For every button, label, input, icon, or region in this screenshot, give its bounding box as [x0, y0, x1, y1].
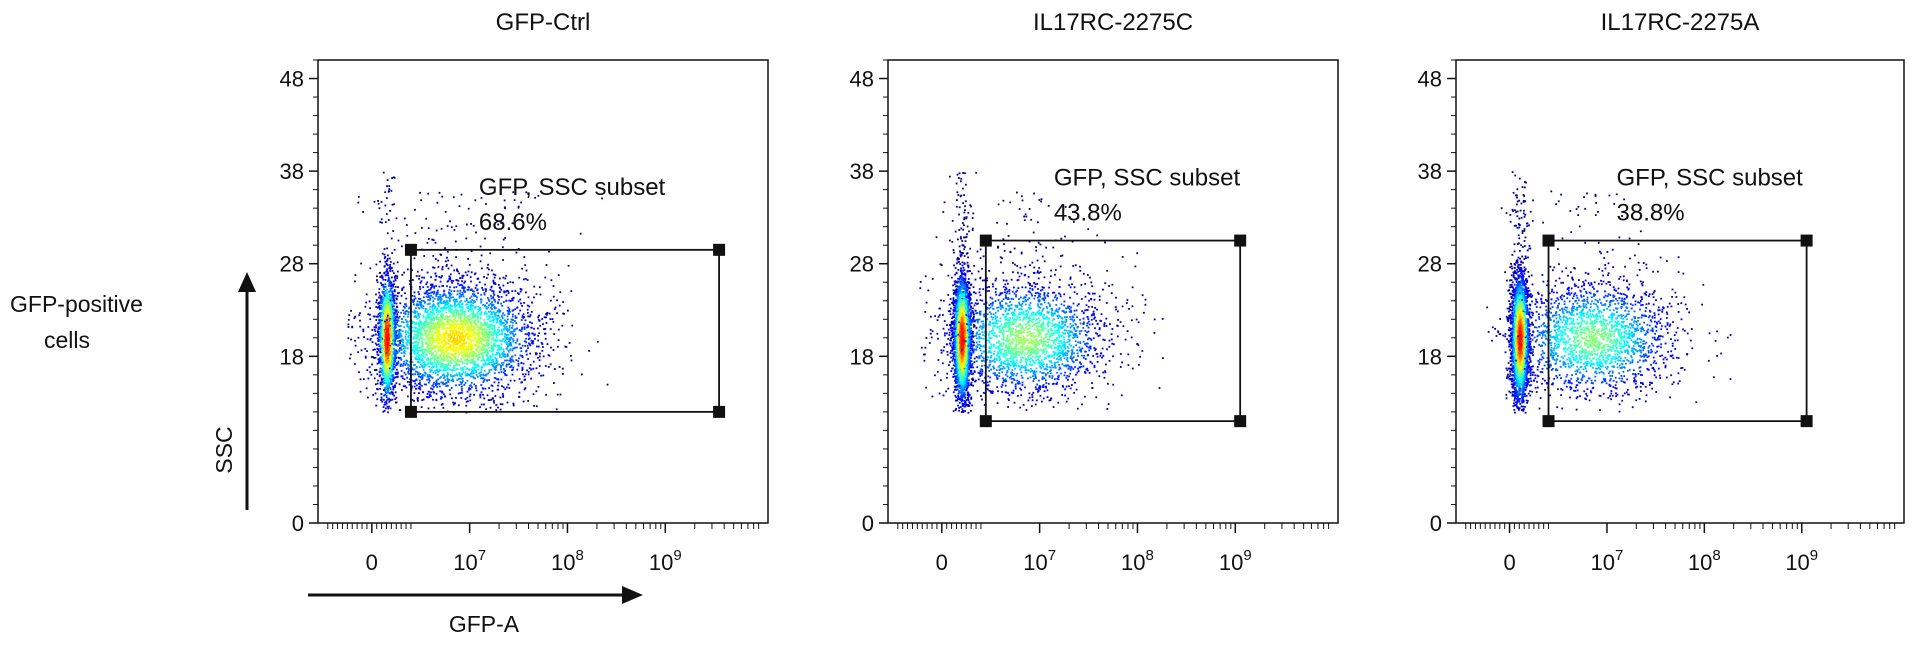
panel-1: GFP-Ctrl 0 18 28 38 48 0 107 108 109 GFP, SSC subs… [280, 9, 769, 575]
panel-title: GFP-Ctrl [496, 9, 591, 36]
panel-title: IL17RC-2275A [1601, 9, 1760, 36]
x-tick-label: 109 [1219, 547, 1252, 575]
y-tick-label: 0 [862, 511, 874, 536]
gate-handle [404, 243, 417, 256]
y-tick-label: 18 [1418, 344, 1442, 369]
y-tick-label: 38 [280, 159, 304, 184]
gate-percent: 38.8% [1617, 200, 1685, 227]
panels-group: GFP-Ctrl 0 18 28 38 48 0 107 108 109 GFP, SSC subs… [280, 9, 1905, 575]
y-tick-label: 18 [280, 344, 304, 369]
x-tick-label: 0 [936, 550, 948, 575]
y-axis-label: SSC [211, 426, 237, 473]
panel-2: IL17RC-2275C 0 18 28 38 48 0 107 108 109 GFP, SSC … [850, 9, 1339, 575]
y-tick-label: 48 [280, 67, 304, 92]
panel-title: IL17RC-2275C [1033, 9, 1193, 36]
gate-handle [1542, 415, 1555, 428]
x-tick-label: 109 [1785, 547, 1818, 575]
y-tick-label: 48 [850, 67, 874, 92]
panel-3: IL17RC-2275A 0 18 28 38 48 0 107 108 109 GFP, SSC … [1418, 9, 1905, 575]
y-tick-label: 38 [850, 159, 874, 184]
gate-label: GFP, SSC subset [1617, 165, 1804, 192]
y-axis-arrow-head [238, 272, 256, 292]
y-tick-label: 0 [292, 511, 304, 536]
gate-percent: 43.8% [1054, 200, 1122, 227]
y-tick-label: 28 [1418, 252, 1442, 277]
scatter-points [347, 171, 609, 414]
x-tick-label: 109 [649, 547, 682, 575]
gate-handle [1800, 234, 1813, 247]
x-tick-label: 107 [453, 547, 486, 575]
y-tick-label: 0 [1430, 511, 1442, 536]
scatter-points [1486, 171, 1732, 414]
x-axis-label: GFP-A [449, 611, 520, 637]
x-tick-label: 107 [1023, 547, 1056, 575]
x-tick-label: 108 [1688, 547, 1721, 575]
row-label-line2: cells [44, 327, 90, 353]
gate-percent: 68.6% [479, 209, 547, 236]
gate-rectangle [410, 248, 720, 413]
x-tick-label: 0 [366, 550, 378, 575]
gate-rectangle [984, 239, 1242, 423]
row-label-line1: GFP-positive [10, 291, 143, 317]
gate-handle [404, 405, 417, 418]
y-tick-label: 18 [850, 344, 874, 369]
gate-rectangle [1547, 239, 1808, 423]
plot-frame [887, 59, 1339, 524]
gate-handle [979, 415, 992, 428]
scatter-points [919, 171, 1164, 414]
gate-label: GFP, SSC subset [479, 174, 666, 201]
y-tick-label: 48 [1418, 67, 1442, 92]
gate-label: GFP, SSC subset [1054, 165, 1241, 192]
x-tick-label: 108 [1121, 547, 1154, 575]
y-tick-label: 28 [280, 252, 304, 277]
gate-handle [713, 405, 726, 418]
x-tick-label: 107 [1591, 547, 1624, 575]
x-tick-label: 108 [551, 547, 584, 575]
gate-handle [713, 243, 726, 256]
gate-handle [979, 234, 992, 247]
x-axis-arrow-head [622, 586, 643, 604]
y-tick-label: 28 [850, 252, 874, 277]
y-tick-label: 38 [1418, 159, 1442, 184]
plot-frame [317, 59, 769, 524]
x-tick-label: 0 [1503, 550, 1515, 575]
plot-frame [1455, 59, 1905, 524]
gate-handle [1234, 234, 1247, 247]
gate-handle [1234, 415, 1247, 428]
gate-handle [1800, 415, 1813, 428]
gate-handle [1542, 234, 1555, 247]
